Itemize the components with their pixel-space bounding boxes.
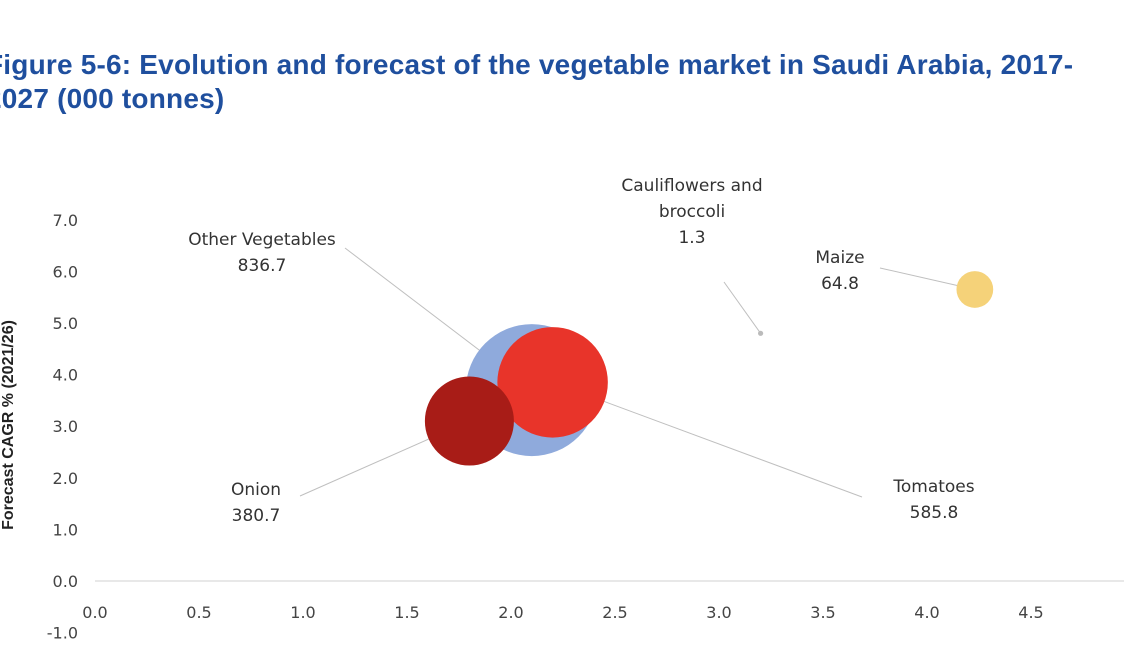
y-tick-label: 1.0 (53, 520, 78, 539)
bubble-value-maize: 64.8 (821, 274, 859, 294)
y-tick-label: 0.0 (53, 572, 78, 591)
bubble-label-other-vegetables: Other Vegetables (188, 230, 336, 250)
figure-title-line-2: 2027 (000 tonnes) (0, 83, 225, 114)
bubble-value-tomatoes: 585.8 (910, 503, 959, 523)
x-tick-label: 3.5 (810, 603, 835, 622)
x-tick-label: 1.5 (394, 603, 419, 622)
bubble-value-other-vegetables: 836.7 (238, 256, 287, 276)
y-tick-label: 6.0 (53, 262, 78, 281)
leader-line-cauliflowers-and-broccoli (723, 281, 762, 334)
bubble-labels: Other Vegetables 836.7 Tomatoes 585.8 Onion 3… (188, 176, 975, 526)
bubble-label-cauliflowers-and-broccoli: Cauliflowers and (621, 176, 762, 196)
x-tick-label: 4.0 (914, 603, 939, 622)
bubble-onion (424, 376, 514, 466)
x-tick-label: 0.0 (82, 603, 107, 622)
bubble-value-cauliflowers-and-broccoli: 1.3 (678, 228, 705, 248)
bubble-label-onion: Onion (231, 480, 281, 500)
y-tick-label: 5.0 (53, 314, 78, 333)
bubble-label-maize: Maize (815, 248, 864, 268)
figure-title-line-1: Figure 5-6: Evolution and forecast of th… (0, 49, 1074, 80)
chart-axes: -1.00.01.02.03.04.05.06.07.00.0 0.5 1.0 1.5… (47, 211, 1124, 643)
x-tick-label: 0.5 (186, 603, 211, 622)
x-tick-label: 4.5 (1018, 603, 1043, 622)
y-axis-label: Forecast CAGR % (2021/26) (0, 320, 17, 530)
x-tick-label: 2.0 (498, 603, 523, 622)
y-tick-label: 7.0 (53, 211, 78, 230)
bubble-value-onion: 380.7 (232, 506, 281, 526)
figure-title: Figure 5-6: Evolution and forecast of th… (0, 48, 1124, 116)
y-tick-label: 3.0 (53, 417, 78, 436)
y-tick-label: -1.0 (47, 624, 78, 643)
bubbles (424, 271, 994, 466)
x-tick-label: 3.0 (706, 603, 731, 622)
bubble-label-cauliflowers-and-broccoli: broccoli (659, 202, 725, 222)
bubble-cauliflowers-and-broccoli (757, 330, 764, 336)
bubble-label-tomatoes: Tomatoes (892, 477, 974, 497)
y-tick-label: 2.0 (53, 469, 78, 488)
x-tick-label: 2.5 (602, 603, 627, 622)
y-tick-label: 4.0 (53, 366, 78, 385)
x-tick-label: 1.0 (290, 603, 315, 622)
leader-lines (299, 247, 975, 498)
bubble-maize (956, 271, 994, 308)
bubble-tomatoes (497, 327, 608, 438)
